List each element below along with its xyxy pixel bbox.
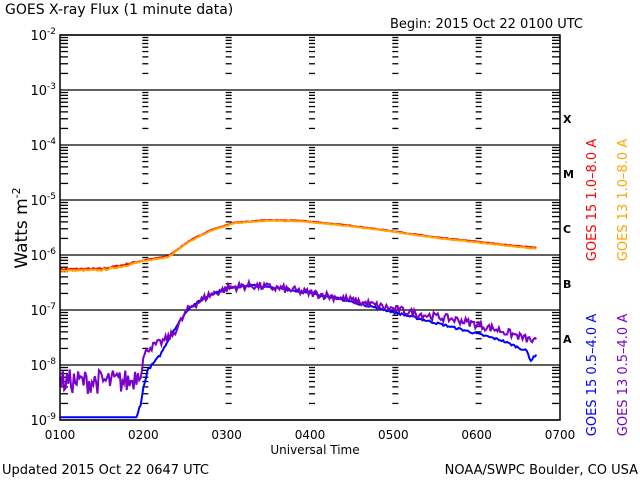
flare-class-labels: X M C B A	[563, 113, 574, 346]
flare-class-label: A	[563, 333, 572, 346]
series-line	[59, 219, 537, 273]
grid	[60, 34, 560, 421]
series-line	[59, 218, 537, 272]
legend-entry: GOES 13 0.5–4.0 A	[616, 314, 631, 437]
legend-entry: GOES 15 1.0–8.0 A	[585, 139, 600, 262]
plot-frame	[59, 34, 561, 421]
chart-title: GOES X-ray Flux (1 minute data)	[5, 2, 233, 18]
series-lines	[59, 218, 538, 419]
y-tick-label: 10-6	[30, 247, 56, 264]
y-tick-label: 10-3	[30, 82, 56, 99]
x-tick-labels: 0100 0200 0300 0400 0500 0600 0700	[45, 428, 576, 442]
y-tick-label: 10-8	[30, 357, 56, 374]
y-tick-label: 10-7	[30, 302, 56, 319]
y-tick-labels: 10-2 10-3 10-4 10-5 10-6 10-7 10-8 10-9	[30, 27, 56, 429]
legend-entry: GOES 15 0.5–4.0 A	[585, 314, 600, 437]
y-tick-label: 10-4	[30, 137, 56, 154]
x-tick-label: 0600	[461, 428, 492, 442]
y-axis-label: Watts m-2	[10, 187, 32, 268]
series-line	[59, 278, 538, 395]
x-tick-label: 0100	[45, 428, 76, 442]
credit: NOAA/SWPC Boulder, CO USA	[445, 463, 638, 478]
chart-subtitle: Begin: 2015 Oct 22 0100 UTC	[390, 17, 583, 32]
legend: GOES 15 1.0–8.0 A GOES 13 1.0–8.0 A GOES 1…	[585, 139, 631, 437]
flare-class-label: X	[563, 113, 572, 126]
x-tick-label: 0500	[378, 428, 409, 442]
y-tick-label: 10-2	[30, 27, 56, 44]
y-tick-label: 10-5	[30, 192, 56, 209]
flare-class-label: B	[563, 278, 571, 291]
flare-class-label: C	[563, 223, 571, 236]
x-axis-label: Universal Time	[270, 443, 359, 457]
legend-entry: GOES 13 1.0–8.0 A	[616, 139, 631, 262]
x-tick-label: 0200	[128, 428, 159, 442]
series-line	[60, 283, 538, 419]
flare-class-label: M	[563, 168, 574, 181]
y-tick-label: 10-9	[30, 412, 56, 429]
x-tick-label: 0400	[295, 428, 326, 442]
x-tick-label: 0700	[545, 428, 576, 442]
updated-timestamp: Updated 2015 Oct 22 0647 UTC	[2, 463, 209, 478]
x-tick-label: 0300	[211, 428, 242, 442]
